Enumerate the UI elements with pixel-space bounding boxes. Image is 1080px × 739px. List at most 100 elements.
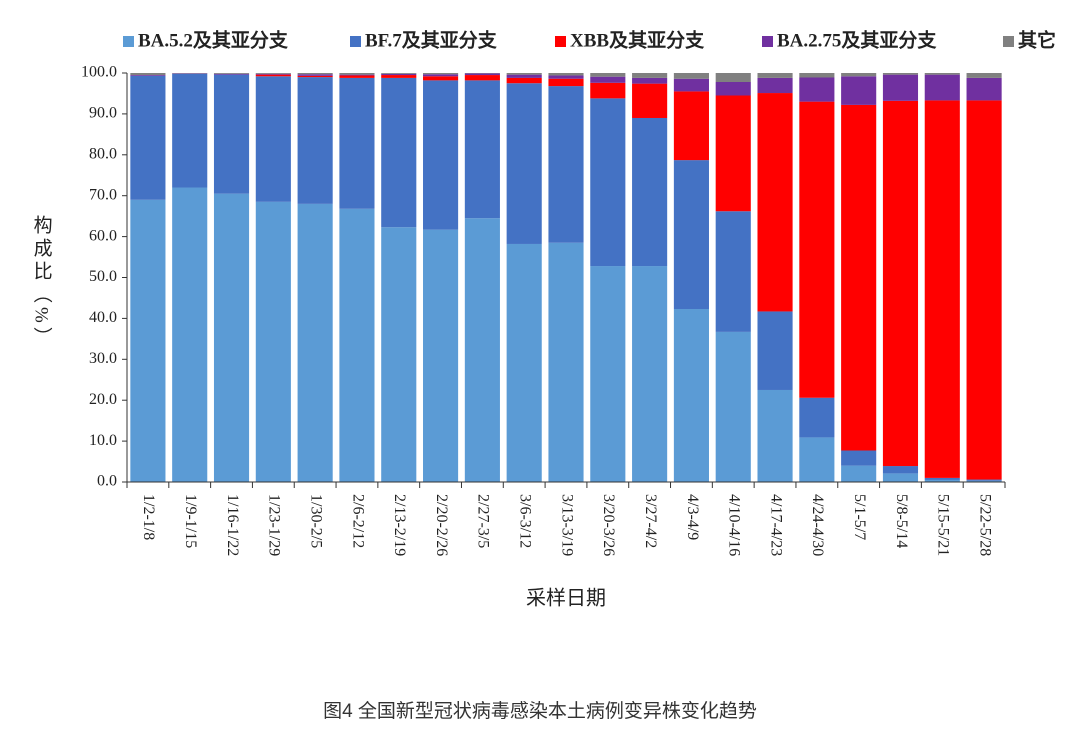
x-tick-label: 1/16-1/22 [224,494,241,556]
bar-segment [130,75,166,76]
x-tick-label: 2/20-2/26 [433,494,450,556]
bar-segment [673,78,709,92]
legend-label: 其它 [1018,28,1056,51]
bar-segment [966,480,1002,482]
x-tick-label: 4/24-4/30 [809,494,826,556]
bar-segment [590,98,626,267]
bar-segment [590,82,626,99]
bar-segment [882,466,919,474]
bar-segment [590,73,626,77]
bar-segment [172,73,208,188]
y-tick-label: 20.0 [89,391,117,408]
bar-segment [423,73,459,75]
bar-segment [130,75,166,200]
bar-segment [590,76,626,83]
bar-segment [297,75,333,78]
bar-segment [423,74,459,77]
legend-swatch [1003,36,1014,47]
bar-segment [297,73,333,75]
bar-segment [464,73,500,76]
bar-segment [255,73,291,75]
bar-segment [297,74,333,76]
x-tick-label: 3/13-3/19 [558,494,575,556]
bar-segment [757,311,793,390]
bar-segment [381,227,417,482]
x-tick-label: 4/10-4/16 [726,494,743,556]
bar-segment [757,389,793,482]
x-tick-label: 1/2-1/8 [140,494,157,540]
x-tick-label: 3/20-3/26 [600,494,617,556]
bar-segment [632,73,668,78]
bar-segment [966,77,1002,101]
bar-segment [882,74,919,101]
bar-segment [799,437,835,482]
bar-segment [548,242,584,482]
x-tick-label: 4/3-4/9 [684,494,701,540]
bar-segment [130,199,166,483]
bar-segment [213,193,250,482]
bar-segment [339,77,375,209]
bar-segment [924,100,960,478]
bar-segment [423,80,459,230]
x-tick-label: 2/6-2/12 [349,494,366,548]
x-tick-label: 3/27-4/2 [642,494,659,548]
y-tick-label: 60.0 [89,227,117,244]
bar-segment [841,76,877,105]
bar-segment [339,73,375,75]
bar-segment [339,208,375,482]
bar-segment [255,73,291,74]
bar-segment [882,473,919,482]
bar-segment [297,203,333,482]
y-tick-label: 80.0 [89,145,117,162]
bar-segment [715,81,751,96]
x-tick-label: 1/9-1/15 [182,494,199,548]
caption: 图4 全国新型冠状病毒感染本土病例变异株变化趋势 [323,700,757,722]
bar-segment [924,479,960,482]
x-tick-label: 4/17-4/23 [767,494,784,556]
bar-segment [506,83,542,244]
bar-segment [548,73,584,76]
x-tick-label: 3/6-3/12 [517,494,534,548]
bar-segment [924,74,960,101]
bar-segment [213,74,250,194]
legend-label: BA.5.2及其亚分支 [138,29,289,51]
bar-segment [673,91,709,161]
y-tick-label: 100.0 [81,64,117,81]
bar-segment [381,73,417,76]
x-tick-label: 5/15-5/21 [935,494,952,556]
legend-swatch [350,36,361,47]
bar-segment [339,75,375,78]
bar-segment [966,479,1002,481]
bar-segment [924,73,960,75]
x-tick-label: 2/13-2/19 [391,494,408,556]
bar-segment [673,73,709,79]
bar-segment [841,104,877,451]
bar-segment [799,397,835,438]
bar-segment [841,465,877,482]
bar-segment [255,74,291,77]
bar-segment [464,75,500,81]
legend-label: BF.7及其亚分支 [365,29,498,51]
bar-segment [673,308,709,482]
bar-segment [632,83,668,118]
bar-segment [966,100,1002,480]
bar-segment [464,218,500,482]
y-tick-label: 70.0 [89,186,117,203]
bar-segment [882,73,919,75]
bar-segment [381,77,417,228]
x-axis-label: 采样日期 [526,587,606,610]
bar-segment [715,73,751,82]
bar-segment [255,76,291,202]
y-tick-label: 50.0 [89,268,117,285]
bar-segment [548,75,584,79]
bar-segment [506,73,542,75]
bar-segment [339,74,375,76]
legend-label: BA.2.75及其亚分支 [777,29,937,51]
bar-segment [506,77,542,84]
x-tick-label: 2/27-3/5 [475,494,492,548]
y-tick-label: 30.0 [89,350,117,367]
bar-segment [590,266,626,482]
legend-swatch [762,36,773,47]
bar-segment [548,86,584,243]
